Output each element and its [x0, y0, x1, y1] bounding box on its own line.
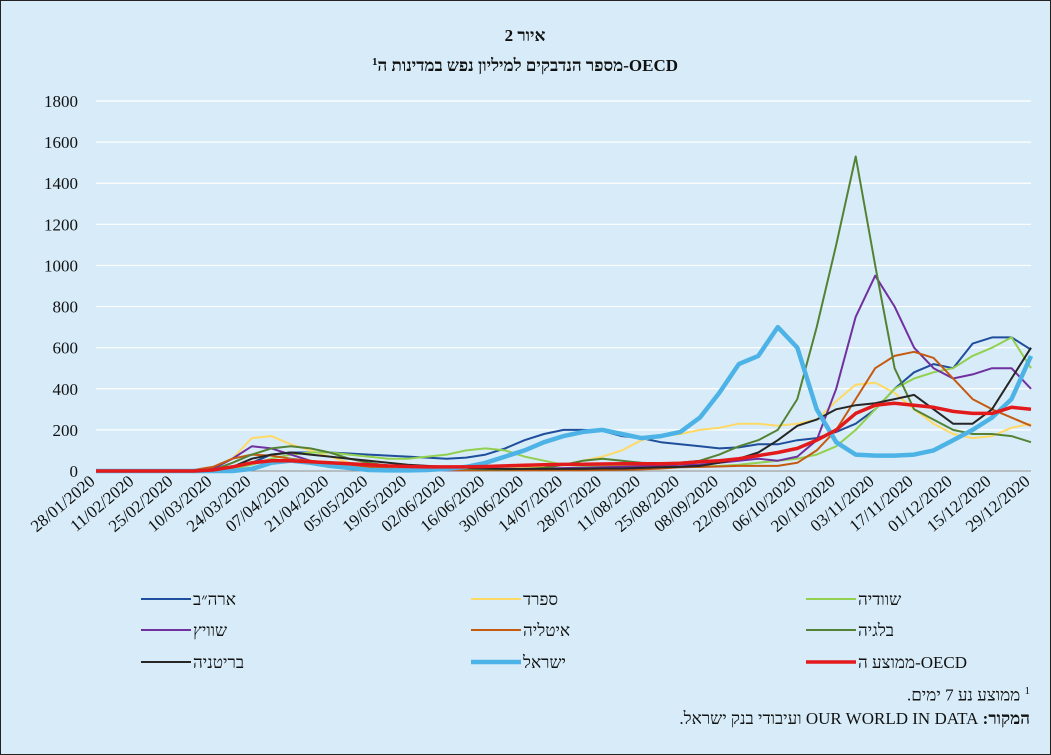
- y-tick-label: 1600: [44, 133, 78, 152]
- footnote-text: ממוצע נע 7 ימים.: [906, 685, 1021, 705]
- footnote-marker: 1: [1024, 685, 1031, 697]
- y-tick-label: 200: [53, 421, 79, 440]
- y-tick-label: 600: [53, 339, 79, 358]
- legend-label: ממוצע ה-OECD: [858, 653, 967, 672]
- legend-label: ישראל: [522, 653, 566, 672]
- series-line: [96, 155, 1032, 472]
- source-text: OUR WORLD IN DATA ועיבודי בנק ישראל.: [679, 709, 979, 728]
- y-tick-label: 0: [70, 462, 79, 481]
- legend-label: שוויץ: [193, 621, 227, 640]
- legend-label: איטליה: [523, 621, 570, 640]
- legend-label: ארה״ב: [193, 590, 236, 609]
- legend-label: בלגיה: [858, 621, 894, 640]
- legend-label: ספרד: [523, 590, 558, 609]
- legend-label: שוודיה: [858, 590, 901, 609]
- legend-label: בריטניה: [193, 653, 244, 672]
- chart-subtitle: 1מספר הנדבקים למיליון נפש במדינות ה-OECD: [372, 56, 678, 75]
- series-line: [96, 350, 1032, 472]
- y-tick-label: 1400: [44, 174, 78, 193]
- y-tick-label: 400: [53, 380, 79, 399]
- series-line: [96, 401, 1032, 473]
- source-label: המקור:: [982, 709, 1030, 728]
- series-line: [96, 274, 1032, 472]
- y-tick-label: 1800: [44, 92, 78, 111]
- footnote: 1 ממוצע נע 7 ימים.: [907, 685, 1030, 706]
- series-line: [96, 324, 1034, 474]
- source: המקור: OUR WORLD IN DATA ועיבודי בנק ישר…: [679, 709, 1030, 729]
- subtitle-note: 1: [372, 56, 378, 68]
- y-tick-label: 800: [53, 298, 79, 317]
- series-line: [96, 347, 1032, 472]
- y-tick-label: 1200: [44, 215, 78, 234]
- subtitle-text: מספר הנדבקים למיליון נפש במדינות ה-OECD: [377, 56, 678, 75]
- y-tick-label: 1000: [44, 256, 78, 275]
- chart-title: איור 2: [505, 26, 546, 45]
